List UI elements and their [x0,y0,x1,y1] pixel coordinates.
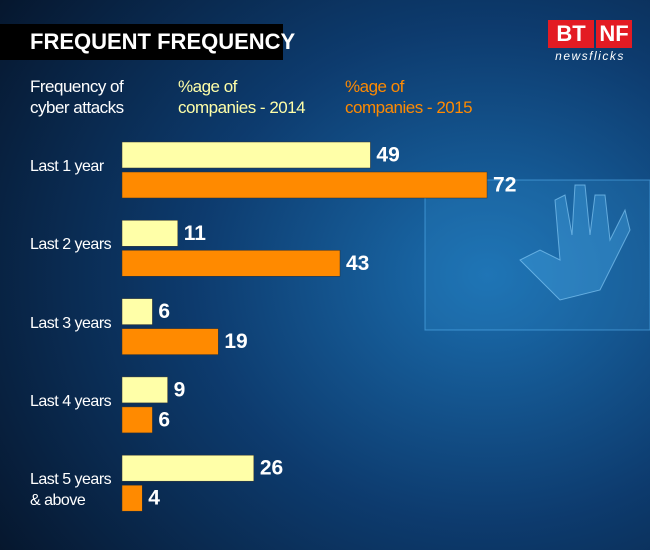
value-label: 11 [184,222,207,245]
value-label: 6 [158,408,170,431]
decor-hand [519,184,631,301]
category-label: Last 5 years & above [30,471,112,510]
bar [121,454,255,482]
bar [121,406,153,434]
logo-tagline: newsflicks [555,49,625,63]
value-label: 19 [224,330,247,353]
bar [121,328,219,355]
value-label: 6 [158,300,170,323]
value-label: 43 [346,252,369,275]
value-label: 4 [148,487,160,510]
category-label: Last 4 years [30,392,112,410]
logo-left-box [548,20,594,48]
category-label: Last 1 year [30,158,104,175]
value-label: 9 [174,378,186,401]
legend-entry: %age of companies - 2015 [345,77,473,117]
bar [121,250,341,277]
value-label: 72 [493,174,516,197]
bar [121,220,179,247]
bar [121,298,153,325]
logo-right: NF [599,21,628,46]
logo-left: BT [556,21,586,46]
title-bar [0,24,283,60]
logo-right-box [596,20,632,48]
decor-screen [424,179,650,331]
category-header: Frequency of cyber attacks [30,77,124,117]
bar [121,141,371,169]
bar [121,376,168,404]
legend-entry: %age of companies - 2014 [178,77,306,117]
bar [121,484,143,512]
category-label: Last 2 years [30,236,112,254]
value-label: 26 [260,457,283,480]
category-label: Last 3 years [30,314,112,332]
bar [121,171,488,199]
chart-title: FREQUENT FREQUENCY [30,29,296,54]
value-label: 49 [376,144,399,167]
